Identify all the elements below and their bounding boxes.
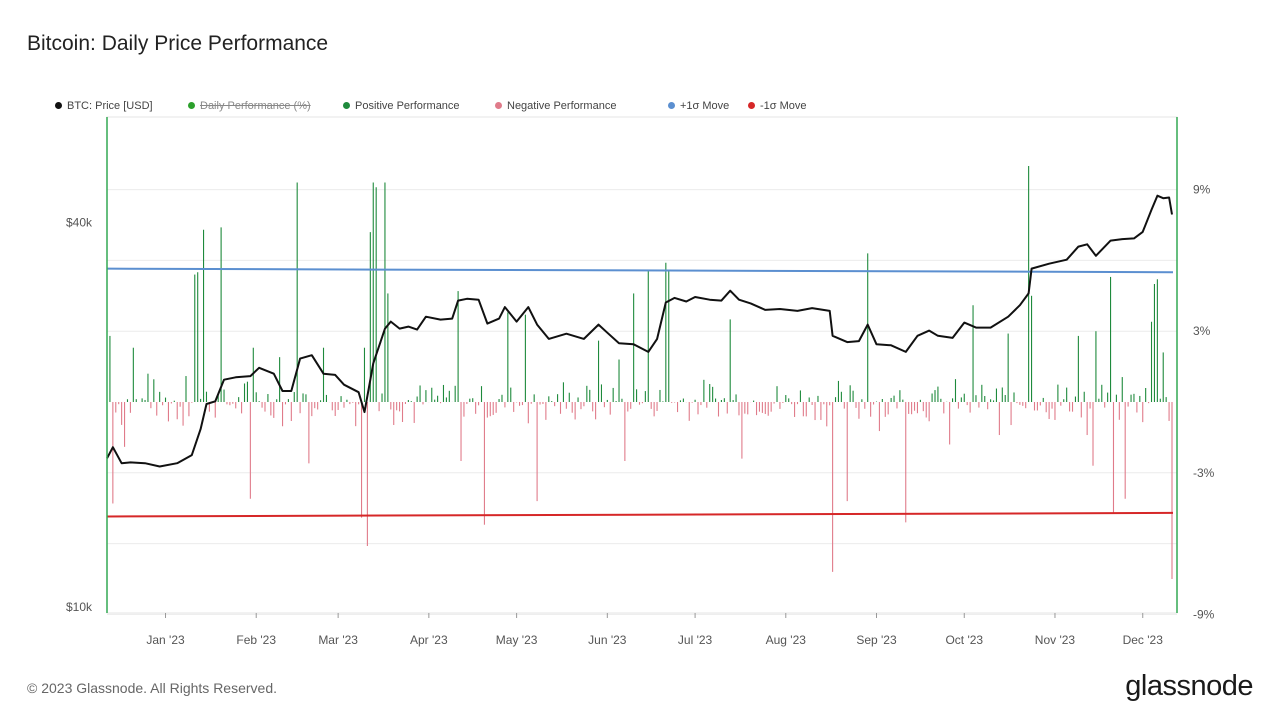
plot-frame (106, 116, 1178, 614)
right-tick-label: 3% (1193, 324, 1211, 338)
x-tick-label: Oct '23 (945, 633, 983, 647)
legend-label: Negative Performance (507, 100, 617, 112)
axes (106, 117, 1178, 618)
legend-label: Positive Performance (355, 100, 460, 112)
legend-item-3[interactable]: Negative Performance (495, 99, 616, 113)
right-tick-label: -9% (1193, 607, 1215, 621)
x-tick-label: Mar '23 (318, 633, 358, 647)
legend-item-0[interactable]: BTC: Price [USD] (55, 99, 153, 113)
tick-labels: Jan '23 Feb '23 Mar '23 Apr '23 May '23 Jun '… (66, 183, 1215, 647)
legend-item-5[interactable]: -1σ Move (748, 99, 807, 113)
copyright-footer: © 2023 Glassnode. All Rights Reserved. (27, 680, 278, 696)
x-tick-label: Jan '23 (146, 633, 185, 647)
right-tick-label: -3% (1193, 466, 1215, 480)
left-tick-label: $10k (66, 600, 93, 614)
x-tick-label: Dec '23 (1123, 633, 1164, 647)
performance-bars (106, 166, 1173, 579)
brand-logo: glassnode (1125, 670, 1253, 702)
x-tick-label: Apr '23 (410, 633, 448, 647)
chart-title: Bitcoin: Daily Price Performance (27, 32, 329, 55)
legend-item-4[interactable]: +1σ Move (668, 99, 729, 113)
x-tick-label: Jul '23 (678, 633, 713, 647)
legend-dot-icon (55, 101, 62, 109)
legend-dot-icon (343, 101, 350, 109)
x-tick-label: Nov '23 (1035, 633, 1076, 647)
x-tick-label: Jun '23 (588, 633, 627, 647)
legend-label: Daily Performance (%) (200, 100, 311, 112)
x-tick-label: Aug '23 (766, 633, 807, 647)
left-tick-label: $40k (66, 216, 93, 230)
legend-dot-icon (188, 101, 195, 109)
legend-label: -1σ Move (760, 100, 807, 112)
legend-label: BTC: Price [USD] (67, 100, 153, 112)
x-tick-label: May '23 (496, 633, 538, 647)
legend-item-2[interactable]: Positive Performance (343, 99, 460, 113)
sigma-lines (106, 267, 1174, 518)
legend-item-1[interactable]: Daily Performance (%) (188, 99, 311, 113)
price-line (106, 194, 1173, 468)
x-tick-label: Sep '23 (856, 633, 897, 647)
legend-label: +1σ Move (680, 100, 730, 112)
price-series (106, 194, 1173, 468)
legend-dot-icon (748, 101, 755, 109)
legend-dot-icon (495, 101, 502, 109)
x-tick-label: Feb '23 (236, 633, 276, 647)
right-tick-label: 9% (1193, 183, 1211, 197)
plus-sigma-line (106, 267, 1174, 274)
legend-dot-icon (668, 101, 675, 109)
minus-sigma-line (106, 511, 1174, 518)
grid (106, 116, 1178, 615)
